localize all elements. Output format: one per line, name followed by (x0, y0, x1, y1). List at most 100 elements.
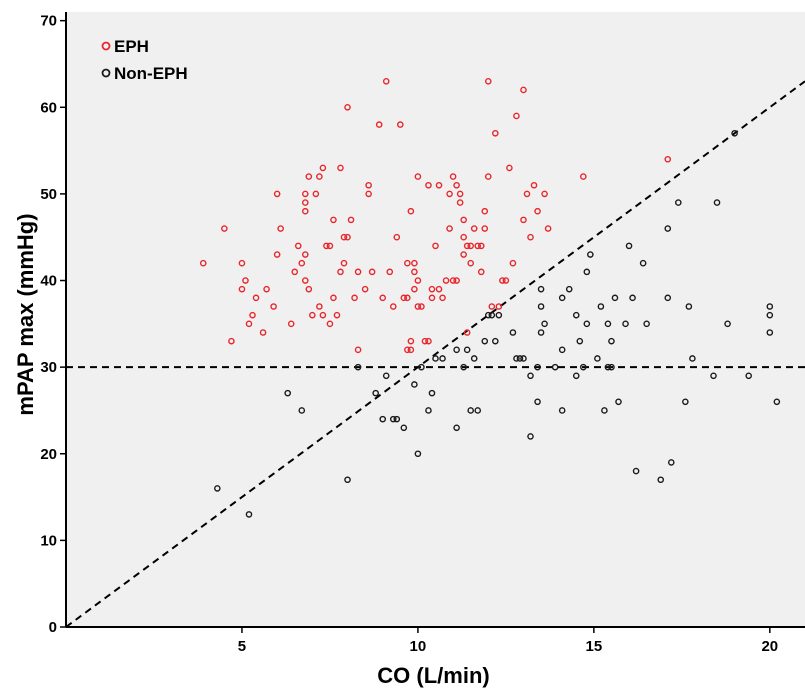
point-eph (316, 173, 323, 180)
point-eph (326, 242, 334, 250)
point-non-eph (418, 363, 425, 371)
point-eph (460, 216, 467, 224)
point-eph (301, 277, 309, 284)
point-non-eph (516, 355, 524, 362)
point-non-eph (411, 381, 418, 388)
point-non-eph (766, 311, 774, 319)
point-eph (337, 164, 344, 172)
point-non-eph (284, 389, 292, 397)
point-eph (221, 225, 228, 232)
point-non-eph (382, 372, 390, 380)
point-non-eph (432, 355, 439, 362)
point-eph (347, 216, 355, 224)
point-non-eph (453, 424, 460, 432)
point-eph (298, 259, 306, 267)
point-eph (354, 346, 362, 354)
point-eph (442, 277, 450, 284)
point-non-eph (298, 407, 306, 414)
point-non-eph (583, 268, 591, 276)
point-eph (291, 268, 299, 276)
point-non-eph (608, 337, 615, 345)
point-eph (340, 259, 348, 267)
point-non-eph (389, 415, 397, 423)
point-eph (435, 181, 443, 189)
point-non-eph (604, 320, 612, 328)
x-axis-title: CO (L/min) (377, 663, 489, 688)
point-eph (393, 233, 401, 241)
point-eph (301, 207, 309, 215)
point-eph (414, 277, 422, 284)
legend-marker-eph (101, 41, 111, 51)
point-eph (534, 207, 541, 215)
point-eph (312, 190, 320, 198)
point-non-eph (724, 320, 731, 328)
point-eph (495, 303, 503, 310)
point-eph (361, 285, 369, 293)
point-non-eph (460, 363, 467, 371)
point-non-eph (597, 303, 605, 310)
point-non-eph (492, 337, 499, 345)
point-eph (481, 225, 489, 232)
point-non-eph (520, 355, 527, 362)
y-tick-label: 10 (40, 532, 57, 549)
point-non-eph (773, 398, 781, 406)
point-non-eph (393, 415, 401, 423)
point-non-eph (470, 355, 478, 362)
point-non-eph (587, 251, 594, 258)
point-eph (199, 259, 207, 267)
point-eph (407, 207, 415, 215)
point-eph (249, 311, 256, 319)
point-eph (259, 329, 267, 336)
point-eph (382, 77, 390, 85)
point-eph (425, 181, 432, 189)
point-eph (400, 294, 408, 302)
point-non-eph (608, 363, 615, 371)
point-eph (273, 251, 281, 258)
point-eph (228, 337, 235, 345)
y-tick-label: 70 (40, 13, 57, 30)
point-non-eph (527, 433, 534, 440)
point-non-eph (615, 398, 622, 406)
point-non-eph (513, 355, 520, 362)
point-eph (467, 259, 474, 267)
point-non-eph (580, 363, 587, 371)
point-non-eph (689, 355, 696, 362)
point-eph (305, 173, 313, 180)
point-non-eph (400, 424, 408, 432)
point-non-eph (583, 320, 591, 328)
point-eph (354, 268, 362, 276)
point-non-eph (467, 407, 474, 414)
point-non-eph (541, 320, 548, 328)
point-non-eph (495, 311, 503, 319)
y-tick-label: 50 (40, 186, 57, 203)
point-eph (414, 173, 422, 180)
point-eph (245, 320, 253, 328)
point-eph (375, 121, 383, 128)
point-non-eph (629, 294, 636, 302)
point-non-eph (682, 398, 689, 406)
y-axis-title: mPAP max (mmHg) (13, 213, 38, 415)
point-non-eph (534, 363, 541, 371)
point-non-eph (474, 407, 482, 414)
point-eph (270, 303, 277, 310)
point-non-eph (488, 311, 496, 319)
point-non-eph (664, 225, 672, 232)
point-eph (389, 303, 397, 310)
point-non-eph (594, 355, 601, 362)
point-eph (418, 303, 425, 310)
point-non-eph (664, 294, 672, 302)
point-eph (428, 294, 436, 302)
point-eph (319, 311, 327, 319)
point-eph (513, 112, 520, 120)
point-eph (263, 285, 270, 293)
point-eph (446, 190, 453, 198)
point-eph (499, 277, 506, 284)
point-eph (330, 216, 337, 224)
point-eph (326, 320, 334, 328)
point-eph (453, 277, 460, 284)
point-eph (386, 268, 394, 276)
point-eph (323, 242, 330, 250)
point-non-eph (558, 346, 566, 354)
point-eph (460, 233, 467, 241)
point-eph (425, 337, 432, 345)
